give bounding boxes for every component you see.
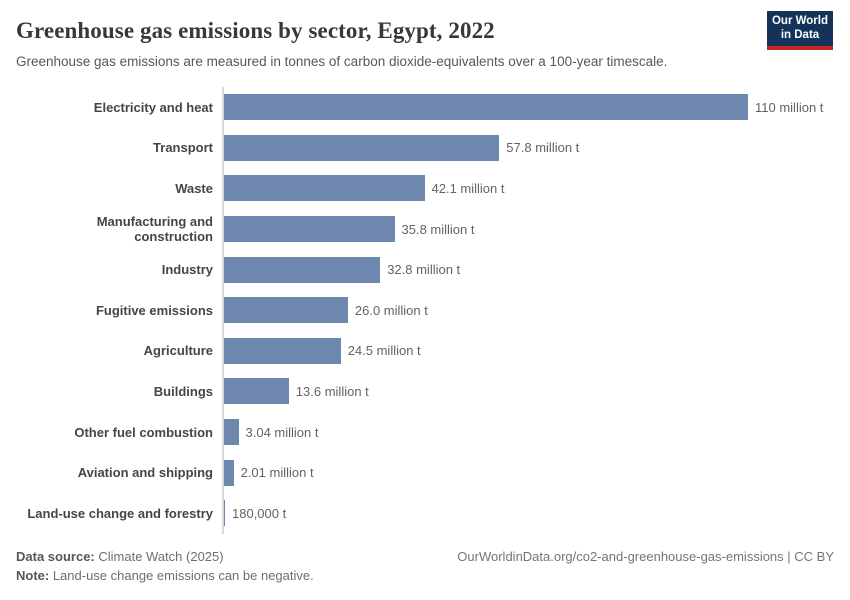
bar-row: Industry 32.8 million t	[16, 249, 834, 290]
plot-area: 180,000 t	[222, 492, 834, 534]
data-source-line: Data source: Climate Watch (2025)	[16, 547, 314, 567]
bar-row: Agriculture 24.5 million t	[16, 330, 834, 372]
page-title: Greenhouse gas emissions by sector, Egyp…	[16, 18, 495, 43]
category-label: Electricity and heat	[93, 99, 213, 115]
value-label: 3.04 million t	[245, 424, 319, 440]
note-line: Note: Land-use change emissions can be n…	[16, 566, 314, 586]
plot-area: 32.8 million t	[222, 249, 834, 290]
bar-row: Buildings 13.6 million t	[16, 371, 834, 412]
bar[interactable]	[224, 256, 381, 283]
footer-left: Data source: Climate Watch (2025) Note: …	[16, 547, 314, 586]
owid-logo-line2: in Data	[780, 28, 820, 41]
bar[interactable]	[224, 297, 348, 324]
value-label: 13.6 million t	[295, 383, 369, 399]
value-label: 24.5 million t	[347, 343, 421, 359]
value-label: 32.8 million t	[387, 262, 461, 278]
plot-area: 110 million t	[222, 87, 834, 128]
note-label: Note:	[16, 568, 50, 584]
value-label: 2.01 million t	[240, 465, 314, 481]
category-label: Transport	[153, 140, 213, 156]
value-label: 180,000 t	[232, 505, 287, 521]
bar[interactable]	[224, 175, 425, 202]
data-source-value: Climate Watch (2025)	[94, 548, 224, 564]
plot-area: 2.01 million t	[222, 452, 834, 493]
bar[interactable]	[224, 134, 500, 161]
bar[interactable]	[224, 337, 341, 364]
plot-area: 3.04 million t	[222, 411, 834, 453]
category-label: Aviation and shipping	[77, 465, 213, 481]
category-label: Land-use change and forestry	[27, 505, 213, 521]
bar[interactable]	[224, 419, 239, 446]
category-label: Agriculture	[143, 343, 213, 359]
value-label: 26.0 million t	[354, 302, 428, 318]
bar-row: Waste 42.1 million t	[16, 168, 834, 209]
data-source-label: Data source:	[16, 548, 95, 564]
page-subtitle: Greenhouse gas emissions are measured in…	[16, 54, 668, 69]
category-label: Waste	[175, 180, 213, 196]
category-label: Fugitive emissions	[95, 302, 213, 318]
plot-area: 42.1 million t	[222, 168, 834, 209]
bar-row: Aviation and shipping 2.01 million t	[16, 452, 834, 493]
bar[interactable]	[224, 459, 234, 486]
category-label: Manufacturing and construction	[96, 214, 213, 245]
bar-chart: Electricity and heat 110 million t Transpo…	[16, 87, 834, 534]
plot-area: 13.6 million t	[222, 371, 834, 412]
owid-logo-line1: Our World	[771, 15, 828, 27]
plot-area: 35.8 million t	[222, 208, 834, 250]
value-label: 57.8 million t	[506, 140, 580, 156]
bar[interactable]	[224, 94, 748, 121]
bar-row: Other fuel combustion 3.04 million t	[16, 411, 834, 453]
category-label: Industry	[161, 262, 213, 278]
category-label: Buildings	[153, 383, 213, 399]
value-label: 42.1 million t	[431, 180, 505, 196]
bar-row: Electricity and heat 110 million t	[16, 87, 834, 128]
bar-row: Transport 57.8 million t	[16, 127, 834, 169]
plot-area: 24.5 million t	[222, 330, 834, 372]
value-label: 110 million t	[755, 99, 824, 115]
category-label: Other fuel combustion	[74, 424, 213, 440]
value-label: 35.8 million t	[401, 221, 475, 237]
footer-url[interactable]: OurWorldinData.org/co2-and-greenhouse-ga…	[457, 548, 834, 564]
bar[interactable]	[224, 378, 289, 405]
bar-row: Manufacturing and construction 35.8 milli…	[16, 208, 834, 250]
bar-row: Land-use change and forestry 180,000 t	[16, 492, 834, 534]
bar-row: Fugitive emissions 26.0 million t	[16, 289, 834, 331]
bar[interactable]	[224, 500, 225, 527]
note-value: Land-use change emissions can be negativ…	[49, 568, 314, 584]
plot-area: 57.8 million t	[222, 127, 834, 169]
owid-logo[interactable]: Our World in Data	[767, 11, 833, 50]
plot-area: 26.0 million t	[222, 289, 834, 331]
chart-footer: Data source: Climate Watch (2025) Note: …	[16, 547, 834, 586]
bar[interactable]	[224, 216, 395, 243]
